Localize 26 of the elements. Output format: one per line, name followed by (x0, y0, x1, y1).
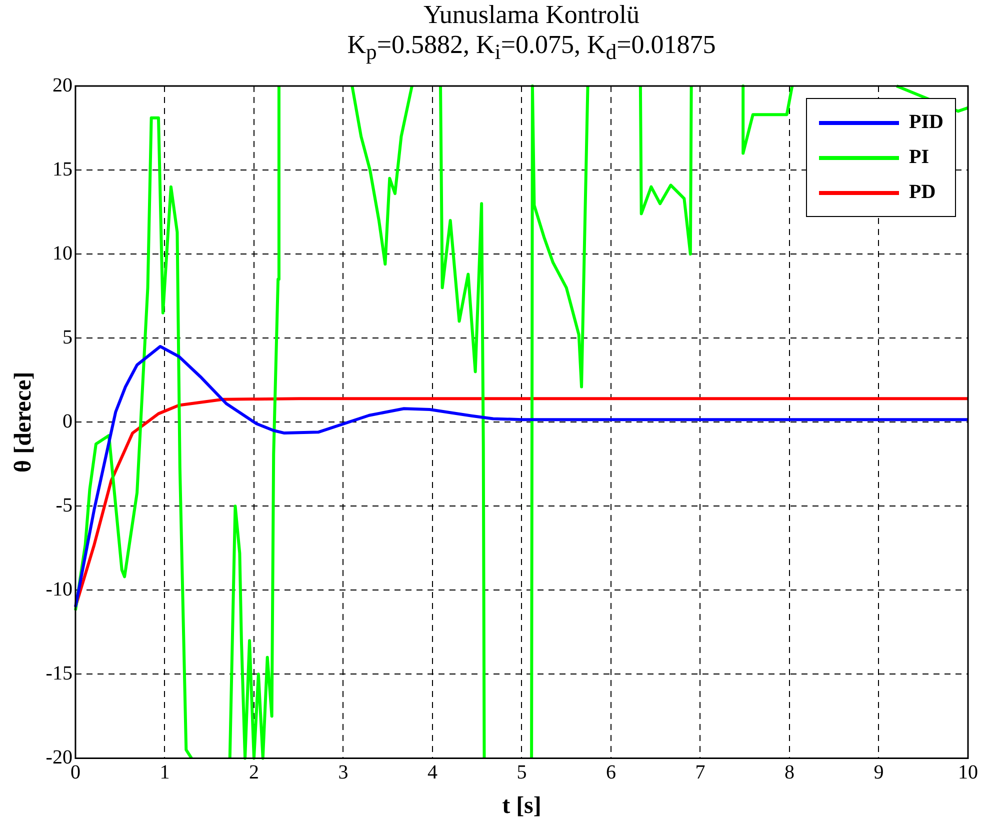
y-axis-title: θ [derece] (10, 372, 37, 472)
x-tick-label: 5 (516, 761, 527, 784)
x-tick-label: 3 (338, 761, 348, 784)
x-tick-label: 6 (606, 761, 616, 784)
x-tick-label: 8 (784, 761, 794, 784)
chart-subtitle: K$_{p}$=0.5882, K$_{i}$=0.075, K$_{d}$=0.01875 (346, 30, 717, 66)
y-tick-label: 20 (52, 74, 72, 96)
legend-label: PID (909, 111, 944, 134)
y-tick-label: -10 (46, 578, 72, 600)
x-tick-label: 7 (695, 761, 706, 784)
legend-label: PD (909, 181, 936, 204)
y-tick-label: -20 (46, 746, 72, 768)
y-tick-label: 5 (62, 326, 72, 348)
x-tick-label: 1 (160, 761, 170, 784)
x-tick-label: 9 (874, 761, 884, 784)
y-tick-label: 0 (62, 410, 72, 432)
x-tick-label: 4 (427, 761, 438, 784)
y-tick-label: 15 (52, 158, 72, 180)
x-tick-label: 10 (958, 761, 978, 784)
y-tick-label: 10 (52, 242, 72, 264)
legend-label: PI (909, 146, 929, 169)
x-tick-label: 2 (248, 761, 259, 784)
chart-title: Yunuslama Kontrolü (422, 0, 640, 30)
y-tick-label: -15 (46, 662, 72, 684)
x-axis-title: t [s] (502, 792, 542, 819)
y-tick-label: -5 (56, 494, 72, 516)
